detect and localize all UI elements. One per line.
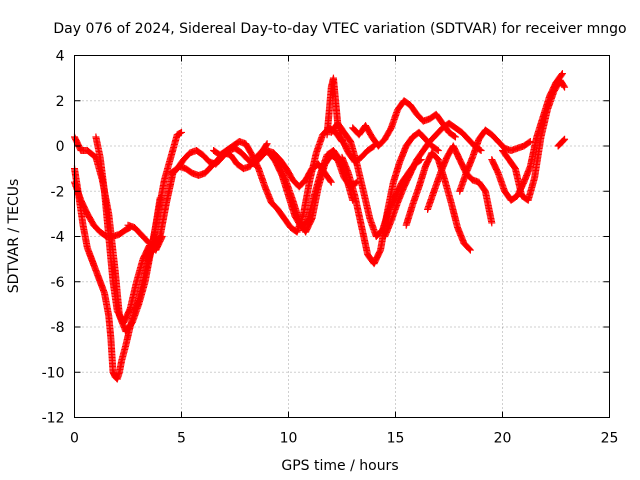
data-point xyxy=(560,82,568,90)
data-point xyxy=(477,147,485,155)
series-arc-16 xyxy=(424,142,496,227)
data-point xyxy=(451,133,459,141)
series-arc-12 xyxy=(338,128,442,268)
series-arc-06 xyxy=(167,144,335,191)
axis-ticks xyxy=(74,55,610,418)
data-point xyxy=(178,128,185,136)
data-point xyxy=(263,140,271,148)
x-tick-labels: 0 5 10 15 20 25 xyxy=(70,431,618,447)
data-point xyxy=(434,147,442,155)
y-tick-label: -8 xyxy=(51,320,65,336)
x-tick-label: 0 xyxy=(70,431,79,447)
x-tick-label: 20 xyxy=(494,431,512,447)
series-arc-13 xyxy=(349,97,459,150)
series-arc-15 xyxy=(402,149,474,254)
data-point xyxy=(560,136,568,144)
chart-title: Day 076 of 2024, Sidereal Day-to-day VTE… xyxy=(53,21,626,37)
data-point xyxy=(488,219,496,227)
data-point xyxy=(466,246,474,254)
data-point xyxy=(465,245,473,253)
series-arc-14 xyxy=(381,119,485,240)
y-tick-label: -4 xyxy=(51,230,65,246)
x-tick-label: 5 xyxy=(177,431,186,447)
y-tick-labels: -12 -10 -8 -6 -4 -2 0 2 4 xyxy=(42,49,65,427)
data-point xyxy=(525,138,533,146)
x-tick-label: 25 xyxy=(601,431,619,447)
x-axis-label: GPS time / hours xyxy=(281,458,398,474)
data-point xyxy=(369,143,377,151)
series-arc-10 xyxy=(323,74,378,166)
data-point xyxy=(450,132,458,140)
series-arc-17 xyxy=(456,126,534,195)
y-tick-label: -2 xyxy=(51,184,65,200)
data-point xyxy=(561,135,569,143)
data-point xyxy=(327,178,335,186)
y-tick-label: 4 xyxy=(56,49,65,65)
data-point xyxy=(156,194,164,202)
series-arc-04 xyxy=(92,133,166,326)
y-tick-label: 2 xyxy=(56,94,65,110)
y-tick-label: -12 xyxy=(42,411,65,427)
x-tick-label: 10 xyxy=(280,431,298,447)
y-axis-label: SDTVAR / TECUs xyxy=(6,179,22,294)
data-series xyxy=(71,70,569,383)
series-arc-03 xyxy=(71,178,134,240)
series-arc-19 xyxy=(499,76,569,204)
data-point xyxy=(433,146,441,154)
series-arc-20 xyxy=(554,135,569,150)
data-point xyxy=(558,70,566,78)
y-tick-label: -6 xyxy=(51,275,65,291)
data-point xyxy=(558,71,566,79)
data-point xyxy=(326,177,334,185)
data-point xyxy=(559,137,567,145)
y-tick-label: 0 xyxy=(56,139,65,155)
y-tick-label: -10 xyxy=(42,365,65,381)
data-point xyxy=(561,83,569,91)
data-point xyxy=(262,141,270,149)
x-tick-label: 15 xyxy=(387,431,405,447)
